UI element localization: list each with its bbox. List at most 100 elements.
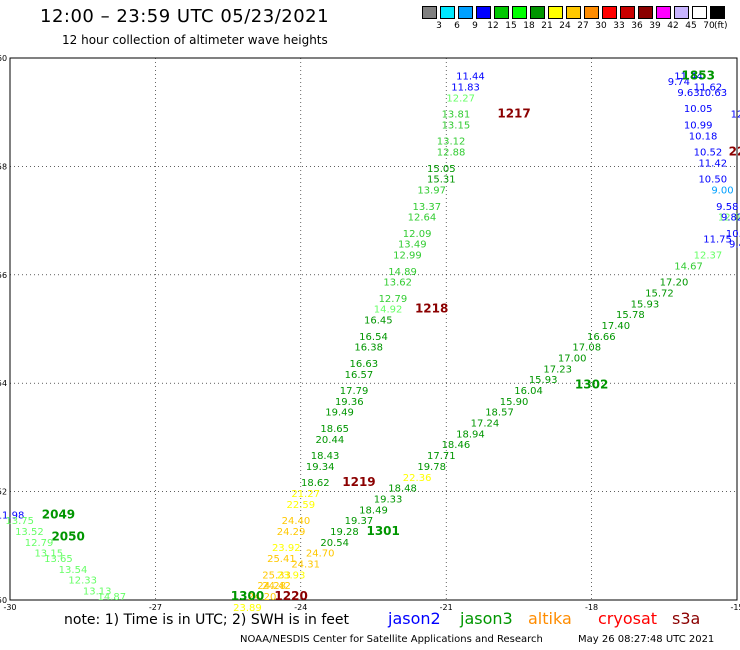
wave-height-value: 13.37 <box>412 202 441 213</box>
wave-height-value: 15.93 <box>529 375 558 386</box>
wave-height-value: 15.93 <box>631 299 660 310</box>
lat-tick-label: 60 <box>0 54 7 63</box>
wave-height-value: 16.57 <box>345 370 374 381</box>
wave-height-value: 18.94 <box>456 429 485 440</box>
wave-height-value: 19.37 <box>345 516 374 527</box>
lon-tick-label: -18 <box>585 603 598 612</box>
wave-height-value: 23.92 <box>272 543 301 554</box>
wave-height-value: 22.36 <box>403 473 432 484</box>
wave-height-value: 9.63 <box>677 88 699 99</box>
legend-value: 24 <box>559 21 571 31</box>
wave-height-value: 19.49 <box>325 408 354 419</box>
legend-value: 3 <box>436 21 442 31</box>
legend-value: 45 <box>685 21 697 31</box>
wave-height-value: 24.40 <box>282 516 311 527</box>
satellite-label-cryosat: cryosat <box>598 609 658 628</box>
wave-height-value: 11.83 <box>451 83 480 94</box>
track-time-label: 1218 <box>415 302 448 316</box>
wave-height-value: 20.44 <box>316 435 345 446</box>
wave-height-value: 17.08 <box>572 343 601 354</box>
wave-height-value: 10.50 <box>698 175 727 186</box>
track-time-label: 2050 <box>51 529 84 543</box>
wave-height-value: 24.29 <box>277 527 306 538</box>
wave-height-value: 18.65 <box>320 424 349 435</box>
wave-height-value: 18.48 <box>388 484 417 495</box>
wave-height-value: 12.99 <box>393 251 422 262</box>
track-time-label: 1220 <box>274 589 307 603</box>
wave-height-value: 13.49 <box>398 240 427 251</box>
wave-height-value: 12.79 <box>25 538 54 549</box>
legend-value: 9 <box>472 21 478 31</box>
track-jason3_sw: 11.9813.7513.5212.7913.1513.6513.5412.33… <box>0 508 126 603</box>
wave-height-value: 12.79 <box>379 294 408 305</box>
legend-value: 18 <box>523 21 535 31</box>
wave-height-value: 18.49 <box>359 505 388 516</box>
wave-height-value: 12.06 <box>718 213 740 224</box>
legend-value: 42 <box>667 21 679 31</box>
lon-tick-label: -30 <box>3 603 16 612</box>
wave-height-value: 18.46 <box>442 440 471 451</box>
wave-height-value: 23.89 <box>233 603 262 614</box>
wave-height-value: 16.66 <box>587 332 616 343</box>
wave-height-tracks: 11.4411.8312.2713.8113.1513.1212.8815.05… <box>0 69 740 614</box>
legend-swatch <box>656 6 671 19</box>
legend-value: 39 <box>649 21 661 31</box>
wave-height-value: 10.3 <box>726 229 740 240</box>
wave-height-value: 18.43 <box>311 451 340 462</box>
wave-height-value: 23.93 <box>277 570 306 581</box>
track-time-label: 1302 <box>575 378 608 392</box>
satellite-label-altika: altika <box>528 609 572 628</box>
wave-height-value: 16.54 <box>359 332 388 343</box>
legend-swatch <box>512 6 527 19</box>
wave-height-value: 22.59 <box>286 500 315 511</box>
wave-height-value: 15.78 <box>616 310 645 321</box>
credit-text: NOAA/NESDIS Center for Satellite Applica… <box>240 634 543 645</box>
wave-height-value: 24.70 <box>306 549 335 560</box>
track-time-label: 1217 <box>497 107 530 121</box>
legend-swatch <box>638 6 653 19</box>
wave-height-value: 11.44 <box>674 72 703 83</box>
track-time-label: 1219 <box>342 475 375 489</box>
track-time-label: 1300 <box>231 589 264 603</box>
wave-height-value: 10.52 <box>694 148 723 159</box>
legend-value: 21 <box>541 21 553 31</box>
wave-height-value: 19.36 <box>335 397 364 408</box>
track-jason3_east: 12.0611.7512.3714.6717.2015.7215.9315.78… <box>231 213 740 614</box>
wave-height-value: 17.23 <box>543 364 572 375</box>
wave-height-value: 17.79 <box>340 386 369 397</box>
wave-height-value: 15.72 <box>645 288 674 299</box>
legend-value: 33 <box>613 21 625 31</box>
legend-swatch <box>584 6 599 19</box>
legend-swatch <box>674 6 689 19</box>
wave-height-value: 12 <box>731 110 740 121</box>
legend-swatch <box>530 6 545 19</box>
wave-height-value: 13.81 <box>442 110 471 121</box>
lat-tick-label: 56 <box>0 271 7 280</box>
wave-height-value: 24.42 <box>262 581 291 592</box>
lon-tick-label: -15 <box>730 603 740 612</box>
legend-swatch <box>566 6 581 19</box>
wave-height-value: 9.58 <box>716 202 738 213</box>
legend-swatch <box>458 6 473 19</box>
wave-height-value: 15.05 <box>427 164 456 175</box>
track-time-label: 2049 <box>42 508 75 522</box>
lat-tick-label: 50 <box>0 596 7 605</box>
wave-height-value: 14.87 <box>97 592 126 603</box>
wave-height-value: 13.13 <box>83 587 112 598</box>
wave-height-value: 11.62 <box>694 83 723 94</box>
wave-height-value: 17.20 <box>660 278 689 289</box>
lat-tick-label: 58 <box>0 162 7 171</box>
wave-height-value: 19.78 <box>417 462 446 473</box>
legend-value: 70 <box>703 21 715 31</box>
wave-height-value: 13.12 <box>437 137 466 148</box>
legend-swatch <box>476 6 491 19</box>
legend-value: 15 <box>505 21 517 31</box>
wave-height-value: 25.41 <box>267 554 296 565</box>
legend-swatch <box>620 6 635 19</box>
wave-height-value: 11.75 <box>703 234 732 245</box>
legend-value: 30 <box>595 21 607 31</box>
wave-height-value: 10.18 <box>689 131 718 142</box>
wave-height-value: 12.88 <box>437 148 466 159</box>
